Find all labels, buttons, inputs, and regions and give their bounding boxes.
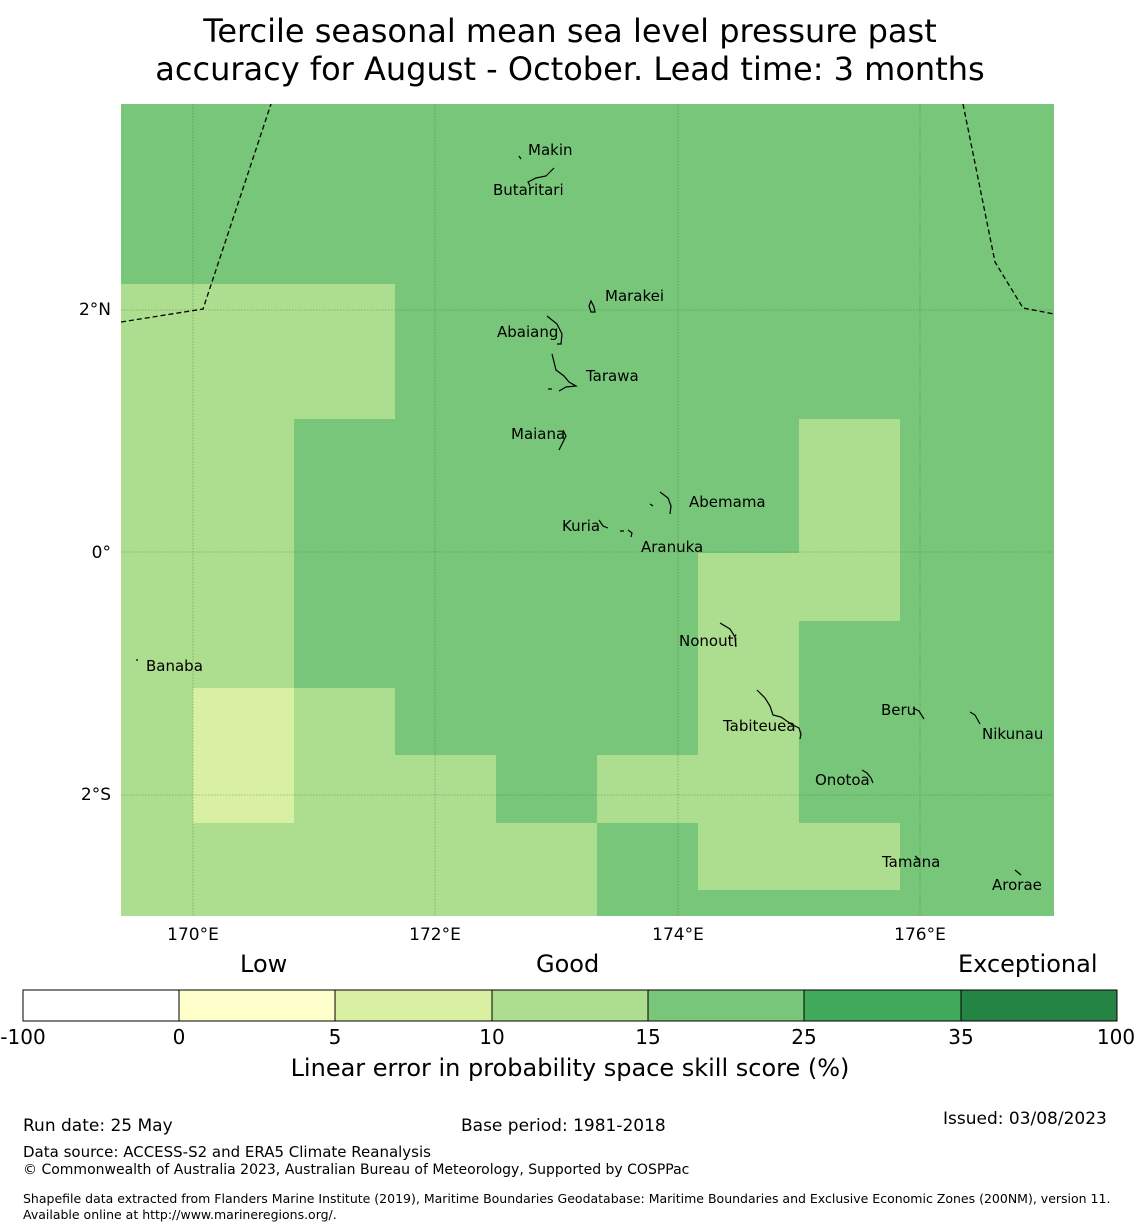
- colorbar-tick-35: 35: [948, 1025, 973, 1049]
- skill-10-15-cells: [121, 284, 900, 916]
- colorbar: -100 0 5 10 15 25 35 100: [0, 989, 1135, 1049]
- lat-tick-2s: 2°S: [81, 785, 111, 805]
- chart-title-line1: Tercile seasonal mean sea level pressure…: [203, 12, 937, 50]
- place-label-tarawa: Tarawa: [585, 367, 639, 385]
- place-label-onotoa: Onotoa: [815, 771, 870, 789]
- colorbar-segment-0-5: [179, 990, 335, 1021]
- colorbar-tick-10: 10: [479, 1025, 504, 1049]
- base-period: Base period: 1981-2018: [461, 1116, 666, 1136]
- skill-5-10-cell: [193, 688, 294, 823]
- place-label-maiana: Maiana: [511, 425, 565, 443]
- place-label-abaiang: Abaiang: [497, 323, 558, 341]
- longitude-ticks: 170°E 172°E 174°E 176°E: [167, 925, 946, 945]
- latitude-ticks: 2°N 0° 2°S: [79, 300, 111, 805]
- island-outlines: [136, 155, 1022, 876]
- colorbar-tick-15: 15: [635, 1025, 660, 1049]
- colorbar-tick-25: 25: [791, 1025, 816, 1049]
- place-label-marakei: Marakei: [605, 287, 664, 305]
- copyright: © Commonwealth of Australia 2023, Austra…: [23, 1162, 690, 1178]
- colorbar-segment-10-15: [492, 990, 648, 1021]
- chart-title-line2: accuracy for August - October. Lead time…: [155, 50, 985, 88]
- lat-tick-0: 0°: [92, 543, 111, 563]
- legend-category-low: Low: [240, 950, 288, 978]
- lon-tick-174e: 174°E: [652, 925, 704, 945]
- place-label-kuria: Kuria: [562, 517, 600, 535]
- issued-date: Issued: 03/08/2023: [943, 1109, 1107, 1129]
- lon-tick-176e: 176°E: [894, 925, 946, 945]
- colorbar-label: Linear error in probability space skill …: [290, 1054, 850, 1082]
- place-label-beru: Beru: [881, 701, 916, 719]
- colorbar-segment-35-100: [961, 990, 1117, 1021]
- colorbar-outline: [22, 989, 1118, 1022]
- colorbar-segment-neg100-0: [23, 990, 179, 1021]
- colorbar-segment-15-25: [648, 990, 804, 1021]
- colorbar-tick-0: 0: [173, 1025, 186, 1049]
- colorbar-segment-25-35: [804, 990, 961, 1021]
- place-label-arorae: Arorae: [992, 876, 1042, 894]
- colorbar-tick-100: 100: [1097, 1025, 1135, 1049]
- eez-boundary: [120, 103, 1055, 323]
- place-label-aranuka: Aranuka: [641, 538, 703, 556]
- run-date: Run date: 25 May: [23, 1116, 173, 1136]
- place-label-tabiteuea: Tabiteuea: [722, 717, 796, 735]
- place-label-makin: Makin: [528, 141, 573, 159]
- place-label-nonouti: Nonouti: [679, 632, 738, 650]
- map-gridlines: [121, 104, 1054, 916]
- place-label-abemama: Abemama: [689, 493, 766, 511]
- shapefile-credit: Shapefile data extracted from Flanders M…: [23, 1191, 1111, 1222]
- lon-tick-170e: 170°E: [167, 925, 219, 945]
- place-label-butaritari: Butaritari: [493, 181, 564, 199]
- island-labels: Makin Butaritari Marakei Abaiang Tarawa …: [146, 141, 1043, 894]
- colorbar-tick-neg100: -100: [0, 1025, 45, 1049]
- legend-category-good: Good: [536, 950, 600, 978]
- colorbar-tick-5: 5: [329, 1025, 342, 1049]
- place-label-banaba: Banaba: [146, 657, 203, 675]
- place-label-nikunau: Nikunau: [982, 725, 1043, 743]
- colorbar-segment-5-10: [335, 990, 492, 1021]
- lon-tick-172e: 172°E: [409, 925, 461, 945]
- lat-tick-2n: 2°N: [79, 300, 111, 320]
- legend-category-exceptional: Exceptional: [958, 950, 1098, 978]
- place-label-tamana: Tamana: [881, 853, 940, 871]
- data-source: Data source: ACCESS-S2 and ERA5 Climate …: [23, 1143, 431, 1161]
